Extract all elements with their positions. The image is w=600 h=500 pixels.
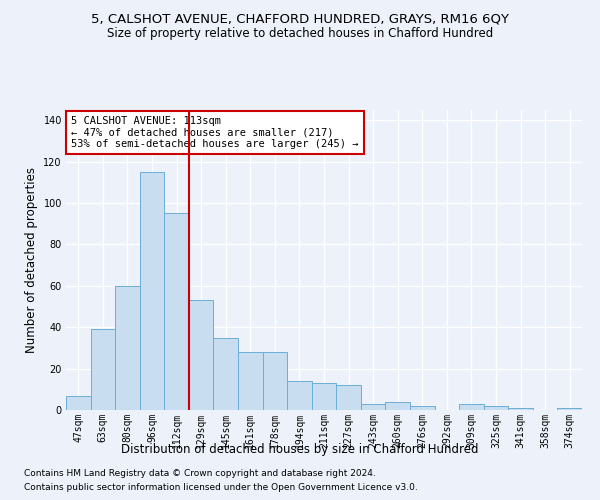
Bar xyxy=(140,172,164,410)
Text: 5 CALSHOT AVENUE: 113sqm
← 47% of detached houses are smaller (217)
53% of semi-: 5 CALSHOT AVENUE: 113sqm ← 47% of detach… xyxy=(71,116,359,149)
Bar xyxy=(361,404,385,410)
Bar xyxy=(385,402,410,410)
Bar xyxy=(238,352,263,410)
Bar xyxy=(484,406,508,410)
Bar xyxy=(459,404,484,410)
Bar xyxy=(164,214,189,410)
Text: 5, CALSHOT AVENUE, CHAFFORD HUNDRED, GRAYS, RM16 6QY: 5, CALSHOT AVENUE, CHAFFORD HUNDRED, GRA… xyxy=(91,12,509,26)
Bar xyxy=(557,408,582,410)
Bar xyxy=(214,338,238,410)
Bar xyxy=(263,352,287,410)
Bar xyxy=(287,381,312,410)
Bar xyxy=(312,383,336,410)
Y-axis label: Number of detached properties: Number of detached properties xyxy=(25,167,38,353)
Text: Size of property relative to detached houses in Chafford Hundred: Size of property relative to detached ho… xyxy=(107,28,493,40)
Bar xyxy=(189,300,214,410)
Bar xyxy=(66,396,91,410)
Text: Distribution of detached houses by size in Chafford Hundred: Distribution of detached houses by size … xyxy=(121,442,479,456)
Bar xyxy=(336,385,361,410)
Text: Contains public sector information licensed under the Open Government Licence v3: Contains public sector information licen… xyxy=(24,484,418,492)
Text: Contains HM Land Registry data © Crown copyright and database right 2024.: Contains HM Land Registry data © Crown c… xyxy=(24,468,376,477)
Bar xyxy=(410,406,434,410)
Bar xyxy=(115,286,140,410)
Bar xyxy=(508,408,533,410)
Bar xyxy=(91,330,115,410)
